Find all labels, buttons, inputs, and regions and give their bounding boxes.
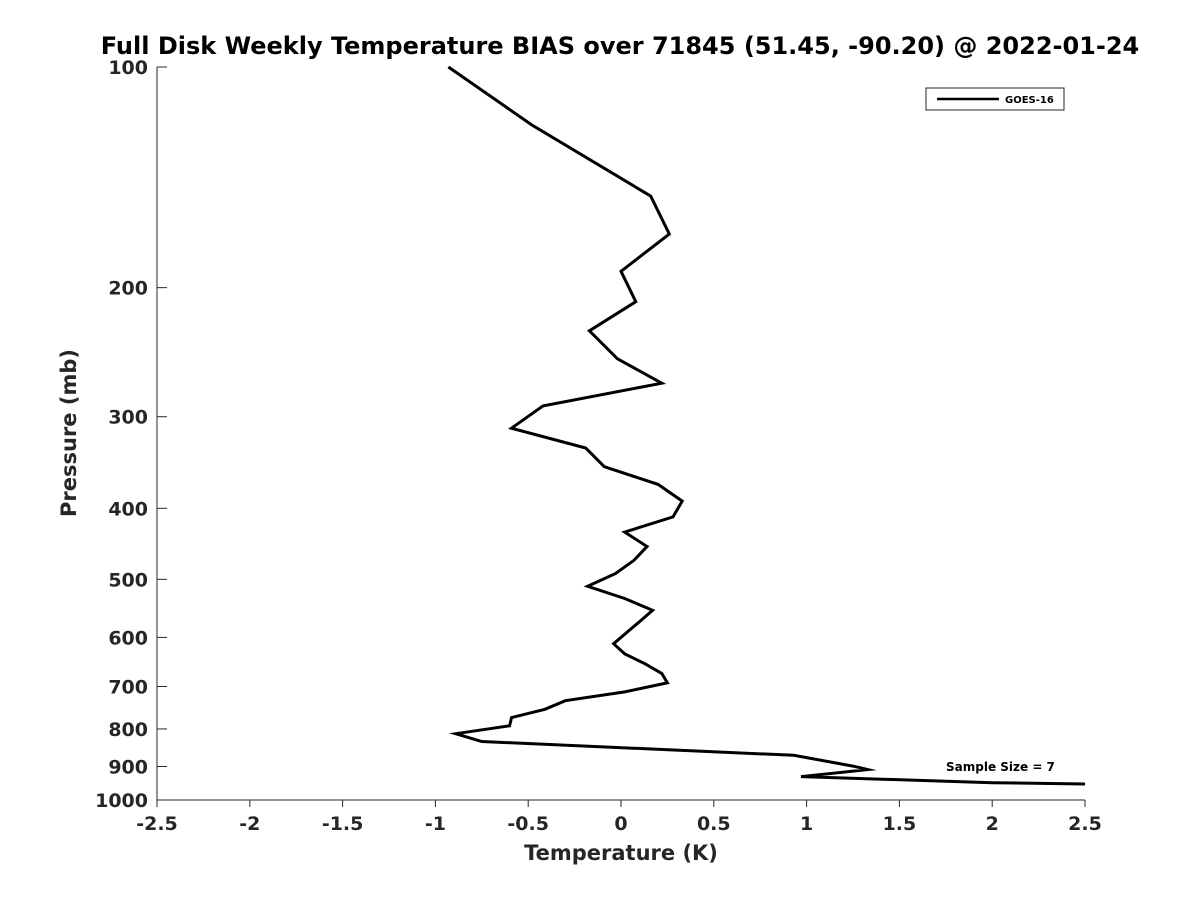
x-tick-label: 0.5 bbox=[697, 813, 731, 835]
y-tick-label: 900 bbox=[108, 756, 148, 778]
x-tick-label: 2.5 bbox=[1068, 813, 1102, 835]
x-tick-label: 0 bbox=[614, 813, 627, 835]
y-tick-label: 500 bbox=[108, 569, 148, 591]
legend: GOES-16 bbox=[925, 87, 1065, 111]
y-tick-label: 200 bbox=[108, 278, 148, 300]
y-tick-label: 100 bbox=[108, 57, 148, 79]
y-axis-label: Pressure (mb) bbox=[57, 349, 81, 517]
series-layer bbox=[447, 65, 1086, 786]
x-tick-label: 2 bbox=[986, 813, 999, 835]
y-tick-label: 400 bbox=[108, 498, 148, 520]
y-tick-label: 700 bbox=[108, 676, 148, 698]
sample-size-annotation: Sample Size = 7 bbox=[946, 760, 1055, 774]
y-tick-label: 300 bbox=[108, 407, 148, 429]
x-axis-label: Temperature (K) bbox=[524, 841, 718, 865]
x-tick-label: -1 bbox=[425, 813, 446, 835]
series-line-goes-16 bbox=[447, 65, 1086, 786]
y-tick-label: 800 bbox=[108, 719, 148, 741]
x-tick-label: -1.5 bbox=[322, 813, 364, 835]
x-tick-label: -2 bbox=[239, 813, 260, 835]
chart-title: Full Disk Weekly Temperature BIAS over 7… bbox=[101, 32, 1140, 60]
x-ticks: -2.5 -2 -1.5 -1 -0.5 0 0.5 1 1.5 2 2.5 bbox=[136, 800, 1102, 835]
x-tick-label: 1 bbox=[800, 813, 813, 835]
legend-label-goes-16: GOES-16 bbox=[1005, 95, 1054, 106]
y-ticks: 100 200 300 400 500 600 700 800 900 1000 bbox=[95, 57, 167, 812]
x-tick-label: -0.5 bbox=[507, 813, 549, 835]
y-tick-label: 600 bbox=[108, 627, 148, 649]
y-tick-label: 1000 bbox=[95, 790, 148, 812]
x-tick-label: 1.5 bbox=[883, 813, 917, 835]
x-tick-label: -2.5 bbox=[136, 813, 178, 835]
